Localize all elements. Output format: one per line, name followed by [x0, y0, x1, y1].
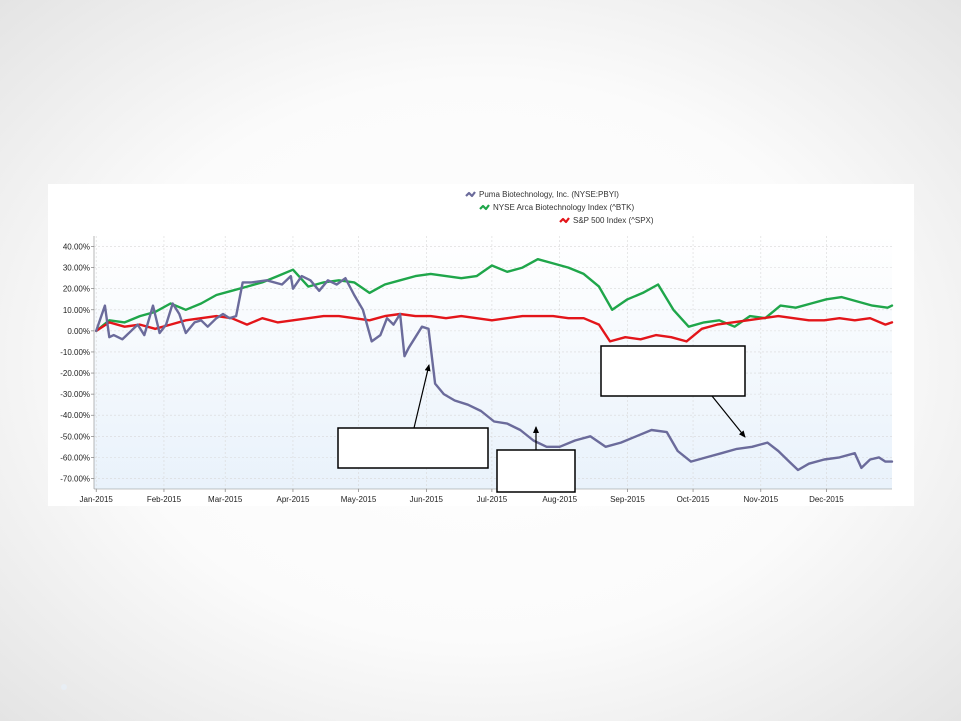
callout-box: [600, 345, 746, 397]
grid: [94, 236, 892, 489]
y-tick-label: -30.00%: [60, 390, 90, 399]
y-tick-label: 40.00%: [63, 243, 90, 252]
legend-label: Puma Biotechnology, Inc. (NYSE:PBYI): [479, 190, 619, 199]
x-axis: Jan-2015 Feb-2015 Mar-2015 Apr-2015 May-2015…: [80, 488, 892, 504]
x-tick-label: May-2015: [341, 495, 377, 504]
y-tick-label: -70.00%: [60, 474, 90, 483]
series-lines: [95, 257, 894, 472]
legend-item-2: S&P 500 Index (^SPX): [559, 216, 654, 225]
y-tick-label: -60.00%: [60, 453, 90, 462]
x-tick-label: Apr-2015: [276, 495, 309, 504]
y-tick-label: 10.00%: [63, 306, 90, 315]
legend-item-1: NYSE Arca Biotechnology Index (^BTK): [479, 203, 634, 212]
legend-item-0: Puma Biotechnology, Inc. (NYSE:PBYI): [465, 190, 619, 199]
y-tick-label: -10.00%: [60, 348, 90, 357]
callout-box: [337, 427, 489, 469]
x-tick-label: Jan-2015: [80, 495, 114, 504]
callout-0: [337, 364, 489, 469]
chart-panel: 40.00% 30.00% 20.00% 10.00% 0.00% -10.00% -20.…: [48, 184, 914, 506]
series-line-1: [95, 257, 894, 333]
legend-swatch: [479, 204, 490, 211]
y-axis: 40.00% 30.00% 20.00% 10.00% 0.00% -10.00% -20.…: [60, 236, 95, 489]
y-tick-label: -20.00%: [60, 369, 90, 378]
y-tick-label: 30.00%: [63, 264, 90, 273]
y-tick-label: 0.00%: [67, 327, 90, 336]
x-tick-label: Oct-2015: [677, 495, 710, 504]
x-tick-label: Feb-2015: [147, 495, 182, 504]
callouts: [337, 345, 746, 493]
x-tick-label: Nov-2015: [743, 495, 778, 504]
callout-1: [496, 426, 576, 493]
y-tick-label: -50.00%: [60, 432, 90, 441]
y-tick-label: 20.00%: [63, 285, 90, 294]
callout-box: [496, 449, 576, 493]
x-tick-label: Jul-2015: [477, 495, 508, 504]
legend-swatch: [465, 191, 476, 198]
legend-label: NYSE Arca Biotechnology Index (^BTK): [493, 203, 634, 212]
y-tick-label: -40.00%: [60, 411, 90, 420]
x-tick-label: Jun-2015: [410, 495, 444, 504]
series-line-0: [95, 274, 894, 472]
plot-area: [94, 236, 892, 489]
x-tick-label: Dec-2015: [809, 495, 844, 504]
x-tick-label: Sep-2015: [610, 495, 645, 504]
callout-arrow: [711, 395, 746, 438]
slide-marker-dot: [61, 684, 67, 690]
legend-swatch: [559, 217, 570, 224]
callout-arrow: [413, 364, 431, 429]
callout-2: [600, 345, 746, 438]
line-chart: 40.00% 30.00% 20.00% 10.00% 0.00% -10.00% -20.…: [60, 190, 894, 504]
legend-label: S&P 500 Index (^SPX): [573, 216, 654, 225]
x-tick-label: Mar-2015: [208, 495, 243, 504]
x-tick-label: Aug-2015: [542, 495, 577, 504]
legend: Puma Biotechnology, Inc. (NYSE:PBYI) NYSE…: [465, 190, 654, 225]
